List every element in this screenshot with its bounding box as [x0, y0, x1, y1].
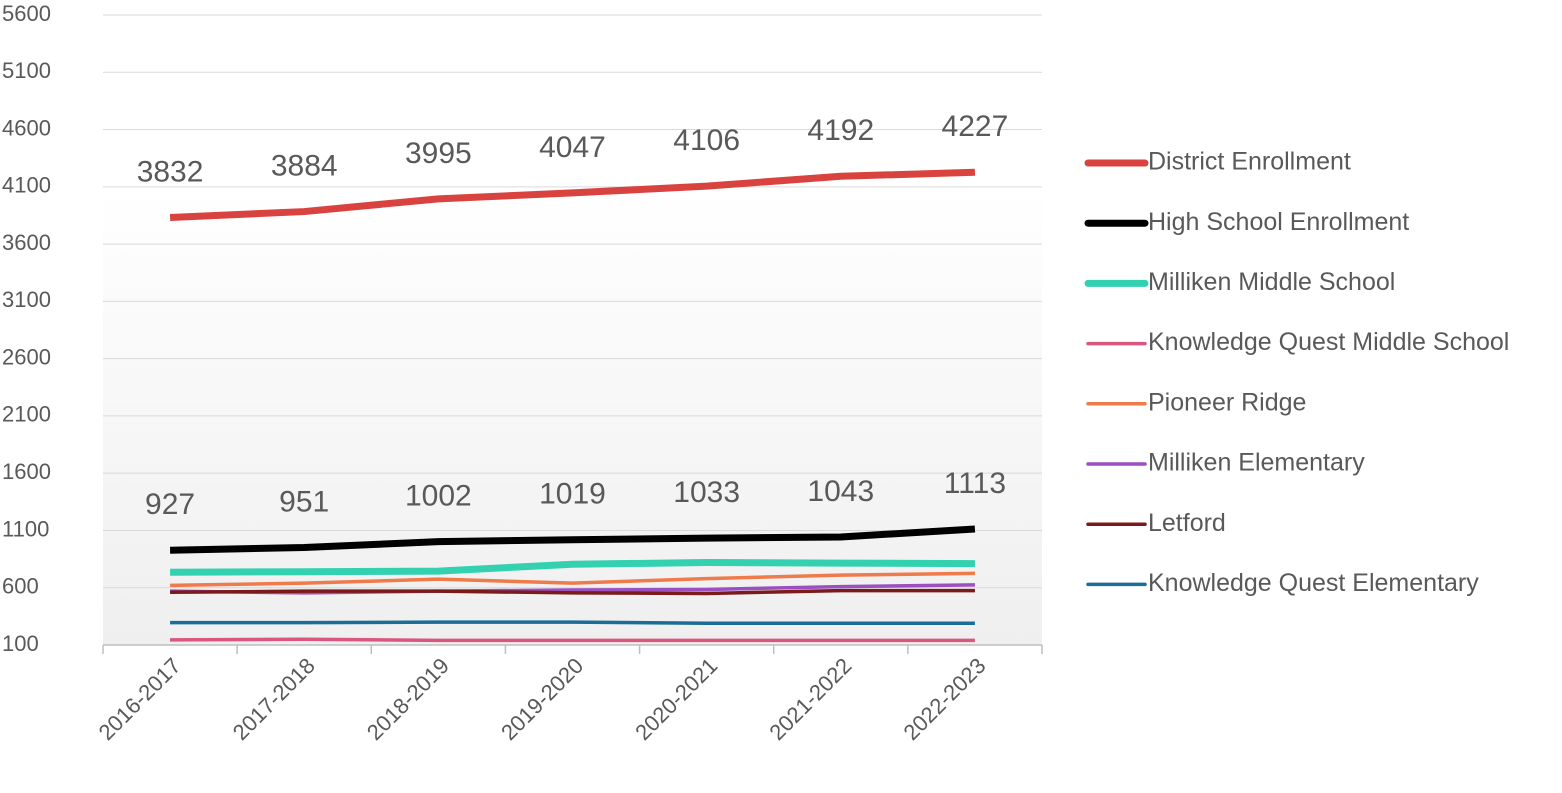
legend-label: High School Enrollment	[1148, 208, 1409, 236]
series-line	[170, 571, 975, 588]
data-label: 1113	[944, 467, 1006, 500]
y-tick-label: 4100	[2, 173, 51, 198]
y-tick-label: 5100	[2, 58, 51, 83]
y-tick-label: 100	[2, 631, 39, 656]
y-tick-label: 600	[2, 574, 39, 599]
data-label: 927	[145, 488, 195, 521]
x-tick-label: 2016-2017	[94, 653, 186, 745]
series-line	[169, 168, 976, 222]
series-line	[169, 525, 976, 554]
data-label: 3995	[405, 137, 472, 170]
y-tick-label: 3100	[2, 287, 51, 312]
plot-background	[103, 185, 1042, 645]
x-tick-label: 2021-2022	[764, 653, 856, 745]
data-label: 4192	[807, 114, 874, 147]
y-tick-label: 5600	[2, 1, 51, 26]
data-label: 1043	[807, 475, 874, 508]
legend-label: Knowledge Quest Elementary	[1148, 569, 1479, 597]
y-tick-label: 4600	[2, 115, 51, 140]
y-tick-label: 1600	[2, 459, 51, 484]
data-label: 4106	[673, 124, 740, 157]
data-label: 1033	[673, 476, 740, 509]
data-label: 1002	[405, 480, 472, 513]
series-line	[170, 637, 975, 643]
data-label: 4047	[539, 131, 606, 164]
legend-label: District Enrollment	[1148, 148, 1351, 176]
y-tick-label: 2100	[2, 402, 51, 427]
data-label: 3832	[137, 155, 204, 188]
data-label: 1019	[539, 478, 606, 511]
y-tick-label: 3600	[2, 230, 51, 255]
x-tick-label: 2018-2019	[362, 653, 454, 745]
x-tick-label: 2019-2020	[496, 653, 588, 745]
x-tick-label: 2022-2023	[898, 653, 990, 745]
y-tick-label: 2600	[2, 344, 51, 369]
series-line	[170, 559, 975, 576]
legend-label: Letford	[1148, 509, 1226, 537]
series-line	[170, 588, 975, 596]
series-line	[170, 620, 975, 625]
legend-label: Pioneer Ridge	[1148, 388, 1306, 416]
y-tick-label: 1100	[2, 516, 49, 541]
legend-label: Knowledge Quest Middle School	[1148, 328, 1509, 356]
x-tick-label: 2017-2018	[228, 653, 320, 745]
data-label: 3884	[271, 149, 338, 182]
data-label: 4227	[942, 110, 1009, 143]
legend-label: Milliken Middle School	[1148, 268, 1395, 296]
x-tick-label: 2020-2021	[630, 653, 722, 745]
legend-label: Milliken Elementary	[1148, 449, 1365, 477]
data-label: 951	[279, 485, 329, 518]
